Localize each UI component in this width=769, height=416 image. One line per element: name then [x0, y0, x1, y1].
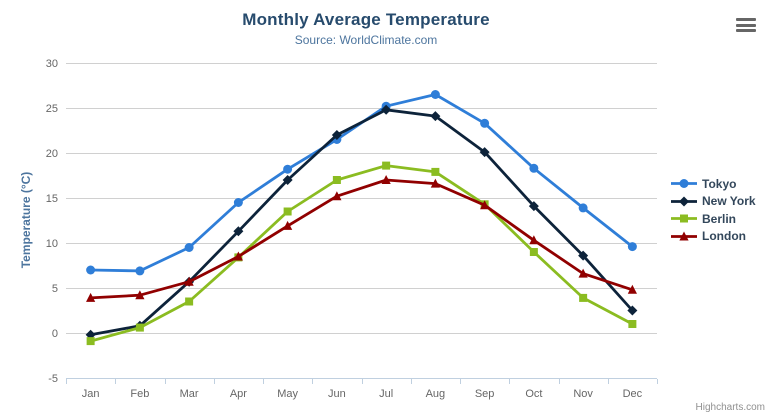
legend-item-new-york[interactable]: New York: [671, 193, 756, 211]
credits-link[interactable]: Highcharts.com: [695, 402, 765, 413]
data-point-new-york[interactable]: [381, 104, 392, 115]
data-point-new-york[interactable]: [528, 201, 539, 212]
legend-symbol-berlin: [671, 214, 697, 223]
data-point-berlin[interactable]: [431, 167, 440, 176]
data-point-tokyo[interactable]: [627, 242, 637, 252]
data-point-tokyo[interactable]: [86, 265, 96, 275]
legend-marker-london: [679, 231, 689, 241]
series-line-berlin: [89, 164, 634, 343]
legend-marker-berlin: [680, 214, 688, 223]
data-point-tokyo[interactable]: [529, 163, 539, 173]
chart-title: Monthly Average Temperature: [242, 10, 490, 29]
data-point-new-york[interactable]: [627, 305, 638, 316]
data-point-london[interactable]: [233, 251, 243, 261]
y-axis-tick-label: 15: [46, 193, 58, 205]
x-axis-tick-label: Jun: [328, 388, 346, 400]
legend: Tokyo New York Berlin London: [671, 175, 756, 245]
x-axis-tick-label: Aug: [426, 388, 446, 400]
x-axis-tick-label: Sep: [475, 388, 495, 400]
data-point-berlin[interactable]: [382, 161, 391, 170]
data-point-tokyo[interactable]: [135, 266, 145, 276]
y-axis-tick-label: 5: [52, 283, 58, 295]
data-point-new-york[interactable]: [233, 226, 244, 237]
legend-label-london: London: [702, 229, 746, 244]
x-axis-tick-label: Feb: [130, 388, 149, 400]
x-axis-tick-label: Jan: [82, 388, 100, 400]
data-point-london[interactable]: [381, 175, 391, 184]
x-axis-tick-label: Mar: [180, 388, 199, 400]
y-axis-tick-label: 20: [46, 148, 58, 160]
legend-label-berlin: Berlin: [702, 211, 737, 226]
y-axis-tick-label: 10: [46, 238, 58, 250]
series-tokyo[interactable]: [86, 90, 637, 276]
legend-item-berlin[interactable]: Berlin: [671, 210, 756, 228]
data-point-berlin[interactable]: [628, 320, 637, 328]
series-london[interactable]: [86, 175, 637, 302]
data-point-new-york[interactable]: [578, 250, 589, 261]
data-point-tokyo[interactable]: [578, 203, 588, 213]
data-point-new-york[interactable]: [282, 175, 293, 185]
legend-label-tokyo: Tokyo: [702, 176, 737, 191]
data-point-london[interactable]: [529, 235, 539, 245]
data-point-tokyo[interactable]: [480, 118, 490, 128]
data-point-london[interactable]: [283, 220, 293, 230]
data-point-berlin[interactable]: [529, 248, 538, 256]
x-axis-tick-label: Jul: [379, 388, 393, 400]
data-point-london[interactable]: [184, 276, 194, 286]
data-point-tokyo[interactable]: [184, 243, 194, 252]
legend-symbol-tokyo: [671, 179, 697, 189]
data-point-new-york[interactable]: [331, 130, 342, 140]
data-point-berlin[interactable]: [332, 176, 341, 184]
data-point-new-york[interactable]: [479, 147, 490, 158]
y-axis-tick-label: 0: [52, 328, 58, 340]
x-axis-tick-label: Apr: [230, 388, 247, 400]
series-line-london: [89, 178, 634, 300]
data-point-berlin[interactable]: [579, 293, 588, 302]
data-point-berlin[interactable]: [185, 297, 194, 306]
chart-subtitle: Source: WorldClimate.com: [294, 33, 438, 47]
data-point-berlin[interactable]: [86, 337, 95, 346]
y-axis-tick-label: 30: [46, 58, 58, 70]
export-menu-button[interactable]: [736, 18, 756, 34]
y-axis-title: Temperature (°C): [19, 171, 33, 269]
data-point-london[interactable]: [627, 284, 637, 294]
x-axis-tick-label: Oct: [525, 388, 542, 400]
legend-item-london[interactable]: London: [671, 228, 756, 246]
legend-symbol-new-york: [671, 196, 697, 207]
y-axis-tick-label: 25: [46, 103, 58, 115]
legend-symbol-london: [671, 231, 697, 241]
data-point-london[interactable]: [332, 191, 342, 201]
series-line-new-york: [89, 108, 634, 337]
x-axis-tick-label: Nov: [573, 388, 593, 400]
legend-marker-tokyo: [679, 179, 689, 189]
data-point-london[interactable]: [86, 292, 96, 302]
legend-label-new-york: New York: [702, 194, 756, 209]
x-axis-tick-label: Dec: [623, 388, 643, 400]
data-point-london[interactable]: [480, 200, 490, 210]
series-new-york[interactable]: [85, 104, 638, 340]
data-point-tokyo[interactable]: [430, 90, 440, 99]
legend-marker-new-york: [679, 196, 689, 207]
data-point-berlin[interactable]: [283, 207, 292, 216]
x-axis-tick-label: May: [277, 388, 298, 400]
hamburger-icon: [736, 18, 756, 32]
legend-item-tokyo[interactable]: Tokyo: [671, 175, 756, 193]
data-point-berlin[interactable]: [135, 323, 144, 332]
data-point-london[interactable]: [430, 178, 440, 188]
data-point-london[interactable]: [135, 290, 145, 300]
data-point-new-york[interactable]: [430, 111, 441, 122]
data-point-tokyo[interactable]: [283, 164, 293, 174]
data-point-tokyo[interactable]: [233, 198, 243, 207]
y-axis-tick-label: -5: [48, 373, 58, 385]
data-point-london[interactable]: [578, 268, 588, 278]
